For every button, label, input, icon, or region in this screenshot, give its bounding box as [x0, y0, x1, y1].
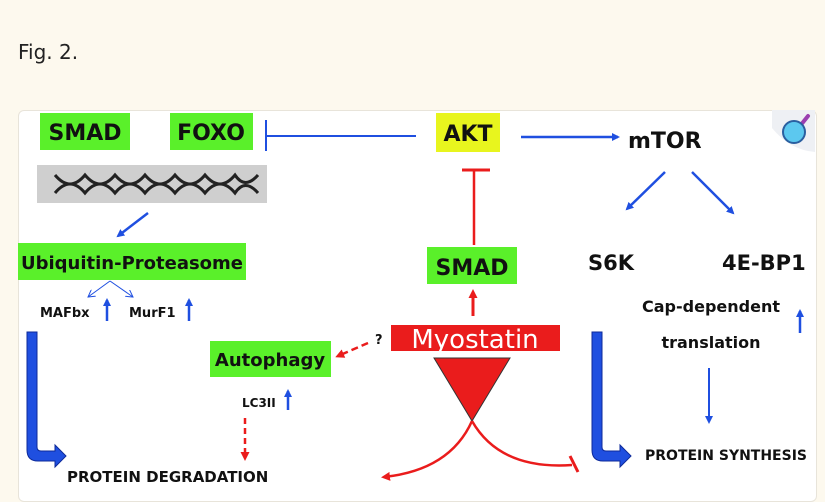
mtor-to-s6k-arrow [625, 171, 666, 211]
dna-to-ubiquitin-arrow [116, 212, 149, 238]
smad-center-box [427, 247, 517, 284]
autophagy-box [210, 341, 331, 377]
ubiquitin-to-mafbx-arrow [88, 280, 111, 297]
dna-image [37, 165, 267, 203]
myostatin-inhibits-synthesis-curve [470, 420, 580, 473]
lc3ii-label: LC3II [242, 396, 276, 410]
4ebp1-label: 4E-BP1 [722, 251, 806, 275]
smad-left-box [40, 113, 130, 150]
ubiquitin-label: Ubiquitin-Proteasome [21, 253, 243, 274]
pathway-diagram: SMAD FOXO AKT mTOR Ubiquitin-Proteasome … [18, 110, 815, 483]
akt-inhibits-foxo [265, 120, 416, 151]
ubiquitin-to-murf1-arrow [109, 280, 133, 297]
smad-center-label: SMAD [435, 256, 508, 281]
mtor-to-4ebp1-arrow [691, 171, 735, 215]
question-mark: ? [375, 333, 383, 348]
akt-box [436, 113, 500, 152]
figure-caption: Fig. 2. [18, 40, 79, 64]
magnifier-icon[interactable] [772, 110, 815, 152]
murf1-label: MurF1 [129, 306, 176, 321]
myostatin-label: Myostatin [411, 325, 538, 355]
synthesis-big-arrow [591, 331, 632, 469]
myostatin-triangle [433, 357, 511, 422]
foxo-box [170, 113, 253, 150]
mafbx-label: MAFbx [40, 306, 90, 321]
autophagy-label: Autophagy [215, 350, 325, 371]
smad-left-label: SMAD [48, 121, 121, 146]
akt-label: AKT [443, 122, 492, 147]
translation-label: translation [661, 333, 760, 352]
s6k-label: S6K [588, 251, 635, 275]
myostatin-to-autophagy-arrow [335, 341, 369, 358]
smad-inhibits-akt [462, 168, 490, 245]
mtor-label: mTOR [628, 129, 702, 154]
myostatin-to-degradation-curve [381, 420, 474, 481]
foxo-label: FOXO [177, 121, 245, 146]
protein-degradation-label: PROTEIN DEGRADATION [67, 468, 268, 483]
degradation-big-arrow [26, 331, 67, 469]
ubiquitin-box [18, 243, 246, 280]
protein-synthesis-label: PROTEIN SYNTHESIS [645, 448, 807, 464]
myostatin-box [391, 325, 560, 351]
cap-dependent-label: Cap-dependent [642, 297, 780, 316]
